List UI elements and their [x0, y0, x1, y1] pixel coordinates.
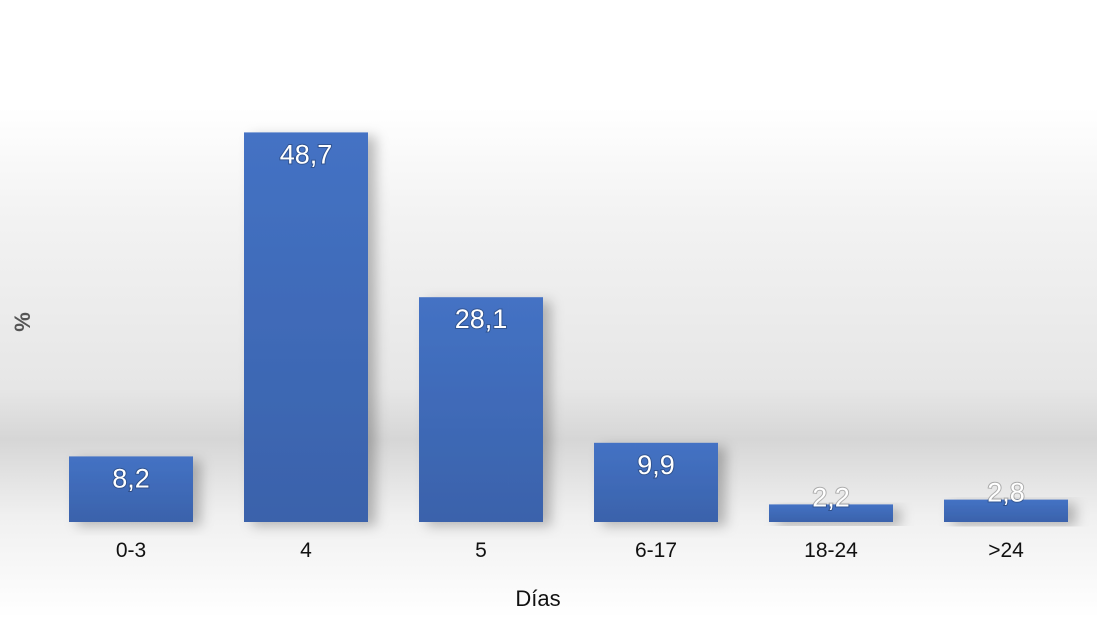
x-tick-label: >24 [988, 539, 1024, 562]
bar-2 [419, 297, 543, 522]
data-label: 8,2 [112, 463, 150, 493]
plot-background [0, 108, 1097, 618]
bar-3 [594, 442, 718, 522]
y-axis-label: % [10, 312, 35, 332]
x-tick-label: 5 [475, 539, 487, 562]
data-label: 48,7 [280, 139, 333, 169]
bar-5 [944, 499, 1068, 522]
bar-0 [69, 456, 193, 522]
bar-4 [769, 504, 893, 522]
x-tick-label: 0-3 [116, 539, 146, 562]
x-tick-label: 6-17 [635, 539, 677, 562]
data-label: 2,2 [812, 482, 850, 512]
data-label: 9,9 [637, 450, 675, 480]
bar-1 [244, 132, 368, 522]
x-tick-label: 18-24 [804, 539, 858, 562]
x-tick-label: 4 [300, 539, 312, 562]
x-axis-label: Días [515, 586, 560, 611]
data-label: 2,8 [987, 478, 1025, 508]
data-label: 28,1 [455, 304, 508, 334]
